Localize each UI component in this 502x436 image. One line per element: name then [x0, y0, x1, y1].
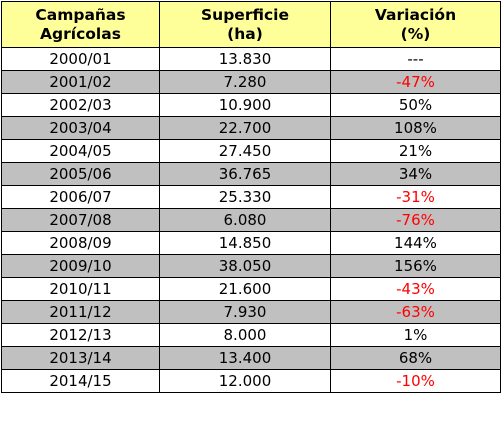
- surface-cell: 13.400: [159, 346, 331, 370]
- table-row: 2000/01 13.830 ---: [1, 47, 501, 71]
- table-row: 2012/13 8.000 1%: [1, 323, 501, 347]
- campaign-cell: 2006/07: [1, 185, 160, 209]
- table-row: 2009/10 38.050 156%: [1, 254, 501, 278]
- campaign-cell: 2002/03: [1, 93, 160, 117]
- campaign-cell: 2008/09: [1, 231, 160, 255]
- variation-cell: 68%: [330, 346, 501, 370]
- table-row: 2008/09 14.850 144%: [1, 231, 501, 255]
- variation-cell: 144%: [330, 231, 501, 255]
- campaign-cell: 2012/13: [1, 323, 160, 347]
- table-row: 2006/07 25.330 -31%: [1, 185, 501, 209]
- surface-cell: 12.000: [159, 369, 331, 393]
- table-row: 2013/14 13.400 68%: [1, 346, 501, 370]
- table-row: 2010/11 21.600 -43%: [1, 277, 501, 301]
- header-variation: Variación (%): [330, 1, 501, 48]
- variation-cell: 108%: [330, 116, 501, 140]
- header-campaign-line1: Campañas: [35, 5, 126, 24]
- surface-cell: 6.080: [159, 208, 331, 232]
- surface-cell: 10.900: [159, 93, 331, 117]
- surface-cell: 27.450: [159, 139, 331, 163]
- table-header-row: Campañas Agrícolas Superficie (ha) Varia…: [1, 1, 501, 48]
- campaign-cell: 2005/06: [1, 162, 160, 186]
- table-row: 2003/04 22.700 108%: [1, 116, 501, 140]
- variation-cell: 156%: [330, 254, 501, 278]
- campaign-cell: 2014/15: [1, 369, 160, 393]
- campaign-cell: 2001/02: [1, 70, 160, 94]
- surface-cell: 25.330: [159, 185, 331, 209]
- surface-cell: 13.830: [159, 47, 331, 71]
- surface-cell: 36.765: [159, 162, 331, 186]
- header-campaign: Campañas Agrícolas: [1, 1, 160, 48]
- table-row: 2014/15 12.000 -10%: [1, 369, 501, 393]
- surface-cell: 7.930: [159, 300, 331, 324]
- header-variation-line2: (%): [400, 24, 431, 43]
- surface-cell: 8.000: [159, 323, 331, 347]
- variation-cell: -76%: [330, 208, 501, 232]
- surface-cell: 21.600: [159, 277, 331, 301]
- table-body: 2000/01 13.830 --- 2001/02 7.280 -47% 2002/03 1…: [1, 47, 501, 393]
- table-row: 2005/06 36.765 34%: [1, 162, 501, 186]
- variation-cell: 34%: [330, 162, 501, 186]
- variation-cell: -63%: [330, 300, 501, 324]
- header-variation-line1: Variación: [374, 5, 457, 24]
- variation-cell: 1%: [330, 323, 501, 347]
- header-surface: Superficie (ha): [159, 1, 331, 48]
- table-row: 2011/12 7.930 -63%: [1, 300, 501, 324]
- variation-cell: -47%: [330, 70, 501, 94]
- campaign-cell: 2009/10: [1, 254, 160, 278]
- header-surface-line2: (ha): [227, 24, 263, 43]
- variation-cell: -31%: [330, 185, 501, 209]
- campaign-cell: 2000/01: [1, 47, 160, 71]
- header-surface-line1: Superficie: [201, 5, 289, 24]
- surface-cell: 7.280: [159, 70, 331, 94]
- table-row: 2004/05 27.450 21%: [1, 139, 501, 163]
- surface-cell: 22.700: [159, 116, 331, 140]
- variation-cell: ---: [330, 47, 501, 71]
- variation-cell: 21%: [330, 139, 501, 163]
- surface-cell: 38.050: [159, 254, 331, 278]
- campaign-cell: 2010/11: [1, 277, 160, 301]
- campaign-surface-table: Campañas Agrícolas Superficie (ha) Varia…: [1, 1, 501, 393]
- surface-cell: 14.850: [159, 231, 331, 255]
- campaign-cell: 2004/05: [1, 139, 160, 163]
- campaign-cell: 2003/04: [1, 116, 160, 140]
- variation-cell: -10%: [330, 369, 501, 393]
- campaign-cell: 2013/14: [1, 346, 160, 370]
- table-row: 2001/02 7.280 -47%: [1, 70, 501, 94]
- variation-cell: -43%: [330, 277, 501, 301]
- table-row: 2007/08 6.080 -76%: [1, 208, 501, 232]
- variation-cell: 50%: [330, 93, 501, 117]
- header-campaign-line2: Agrícolas: [40, 24, 121, 43]
- campaign-cell: 2011/12: [1, 300, 160, 324]
- table-row: 2002/03 10.900 50%: [1, 93, 501, 117]
- campaign-cell: 2007/08: [1, 208, 160, 232]
